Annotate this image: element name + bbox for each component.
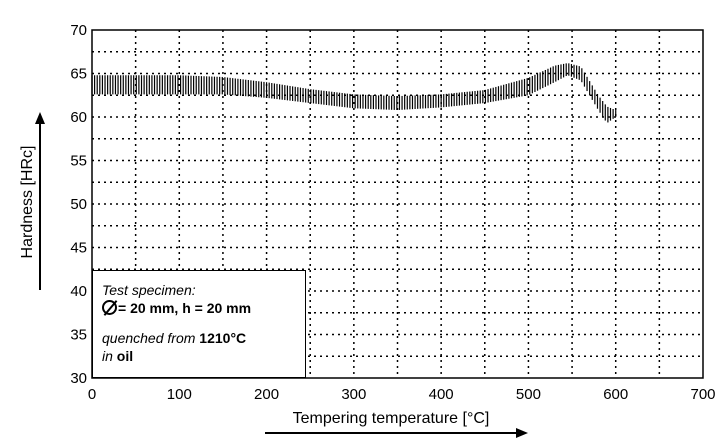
y-tick-label: 70 bbox=[70, 22, 87, 39]
y-tick-label: 45 bbox=[70, 240, 87, 257]
x-tick-label: 100 bbox=[167, 386, 192, 403]
y-tick-label: 65 bbox=[70, 66, 87, 83]
x-tick-label: 400 bbox=[429, 386, 454, 403]
legend-dimension-text: = 20 mm, h = 20 mm bbox=[118, 300, 252, 316]
x-axis-arrow-head bbox=[516, 428, 528, 438]
x-tick-label: 600 bbox=[603, 386, 628, 403]
legend-medium: oil bbox=[116, 348, 134, 364]
legend-quench-prefix: quenched from bbox=[102, 330, 196, 346]
legend-title: Test specimen: bbox=[102, 282, 196, 298]
y-tick-label: 55 bbox=[70, 153, 87, 170]
legend-medium: in oil bbox=[102, 347, 297, 365]
legend-medium-prefix: in bbox=[102, 348, 113, 364]
x-tick-label: 300 bbox=[341, 386, 366, 403]
hardness-band bbox=[91, 63, 617, 123]
x-tick-labels: 0 100 200 300 400 500 600 700 bbox=[88, 386, 716, 403]
y-axis-arrow-head bbox=[35, 112, 45, 124]
x-tick-label: 0 bbox=[88, 386, 96, 403]
x-tick-label: 200 bbox=[254, 386, 279, 403]
legend-quench: quenched from 1210°C bbox=[102, 329, 297, 347]
y-tick-label: 30 bbox=[70, 370, 87, 387]
y-tick-label: 35 bbox=[70, 327, 87, 344]
y-axis-title: Hardness [HRc] bbox=[19, 146, 36, 259]
x-tick-label: 500 bbox=[516, 386, 541, 403]
y-tick-label: 40 bbox=[70, 283, 87, 300]
legend-quench-temp: 1210°C bbox=[199, 330, 247, 346]
y-tick-labels: 30 35 40 45 50 55 60 65 70 bbox=[70, 22, 87, 387]
plot-frame bbox=[91, 29, 704, 379]
x-tick-label: 700 bbox=[690, 386, 715, 403]
y-tick-label: 50 bbox=[70, 196, 87, 213]
legend-dimensions: = 20 mm, h = 20 mm bbox=[102, 299, 297, 317]
specimen-legend: Test specimen: = 20 mm, h = 20 mm quench… bbox=[92, 270, 306, 378]
x-axis-title: Tempering temperature [°C] bbox=[293, 410, 490, 427]
y-tick-label: 60 bbox=[70, 109, 87, 126]
diameter-icon bbox=[102, 300, 117, 315]
